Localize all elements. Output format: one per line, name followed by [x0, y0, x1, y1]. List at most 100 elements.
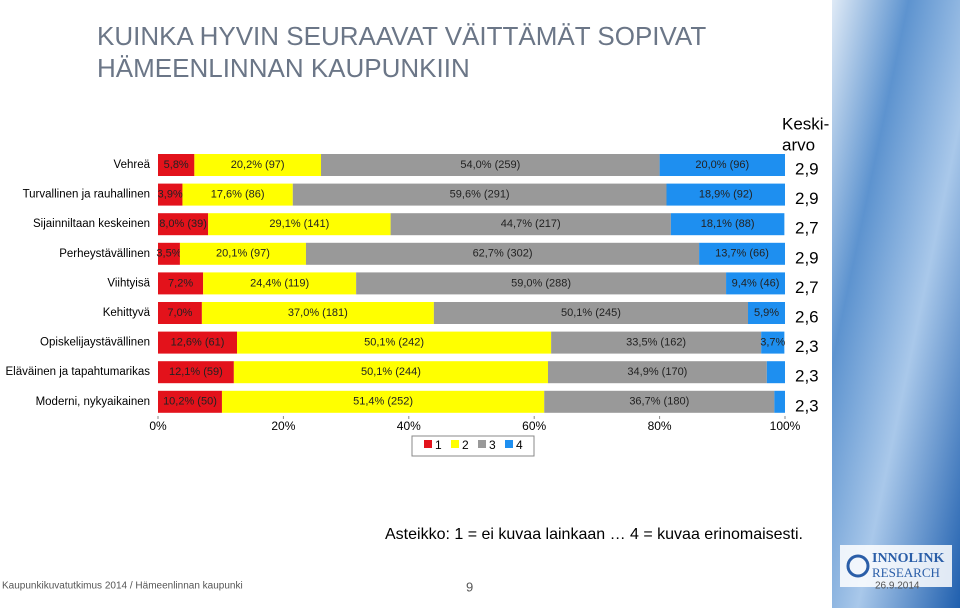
bar-segment [201, 302, 434, 324]
value-label: 5,8% [164, 159, 189, 171]
category-label: Perheystävällinen [59, 248, 150, 260]
value-label: 17,6% (86) [211, 189, 265, 201]
value-label: 8,0% (39) [159, 218, 207, 230]
x-tick-label: 60% [522, 419, 546, 433]
page-number: 9 [466, 579, 473, 594]
bar-segment [659, 154, 785, 176]
bar-segment [774, 390, 785, 413]
bar-segment [766, 361, 785, 384]
bar-segment [158, 272, 204, 295]
bar-segment [761, 331, 785, 354]
bar-segment [321, 154, 660, 176]
category-label: Turvallinen ja rauhallinen [23, 189, 150, 201]
value-label: 29,1% (141) [269, 218, 329, 230]
side-image [832, 0, 960, 608]
value-label: 20,0% (96) [695, 159, 749, 171]
value-label: 62,7% (302) [473, 248, 533, 260]
value-label: 18,9% (92) [699, 189, 753, 201]
bar-segment [203, 272, 357, 295]
category-label: Moderni, nykyaikainen [36, 396, 150, 408]
date: 26.9.2014 [875, 581, 920, 592]
value-label: 20,2% (97) [231, 159, 285, 171]
legend-swatch [451, 440, 459, 448]
bar-segment [666, 183, 785, 206]
bar-segment [158, 242, 180, 265]
value-label: 50,1% (245) [561, 307, 621, 319]
value-label: 44,7% (217) [501, 218, 561, 230]
value-label: 9,4% (46) [732, 277, 780, 289]
legend-label: 3 [489, 438, 496, 452]
bar-segment [158, 183, 183, 206]
category-label: Sijainniltaan keskeinen [33, 218, 150, 230]
title: KUINKA HYVIN SEURAAVAT VÄITTÄMÄT SOPIVAT [97, 21, 706, 51]
value-label: 50,1% (244) [361, 366, 421, 378]
x-tick-label: 100% [770, 419, 801, 433]
title: HÄMEENLINNAN KAUPUNKIIN [97, 53, 470, 83]
bar-segment [670, 213, 785, 236]
bar-segment [182, 183, 293, 206]
value-label: 59,6% (291) [450, 189, 510, 201]
value-label: 13,7% (66) [715, 248, 769, 260]
legend-swatch [478, 440, 486, 448]
category-label: Vehreä [114, 159, 151, 171]
average: 2,7 [795, 278, 819, 297]
value-label: 54,0% (259) [460, 159, 520, 171]
average: 2,9 [795, 159, 819, 178]
bar-segment [390, 213, 671, 236]
average-header: Keski- [782, 114, 829, 133]
bar-segment [221, 390, 545, 413]
bar-segment [179, 242, 306, 265]
average: 2,3 [795, 396, 819, 415]
bar-segment [158, 331, 238, 354]
average: 2,6 [795, 307, 819, 326]
bar-segment [292, 183, 667, 206]
value-label: 34,9% (170) [627, 366, 687, 378]
value-label: 50,1% (242) [364, 337, 424, 349]
bar-segment [699, 242, 785, 265]
bar-segment [158, 361, 234, 384]
legend-label: 4 [516, 438, 523, 452]
value-label: 3,7% [760, 337, 785, 349]
value-label: 3,9% [158, 189, 183, 201]
value-label: 20,1% (97) [216, 248, 270, 260]
scale-note: Asteikko: 1 = ei kuvaa lainkaan … 4 = ku… [385, 526, 803, 543]
average: 2,3 [795, 337, 819, 356]
logo-box [840, 545, 952, 587]
value-label: 12,6% (61) [171, 337, 225, 349]
logo-text: INNOLINK [872, 551, 944, 566]
value-label: 7,0% [167, 307, 192, 319]
legend-box [411, 435, 535, 457]
x-tick-label: 80% [648, 419, 672, 433]
value-label: 7,2% [168, 277, 193, 289]
bar-segment [158, 213, 209, 236]
value-label: 33,5% (162) [626, 337, 686, 349]
logo-icon [846, 554, 870, 578]
category-label: Eläväinen ja tapahtumarikas [6, 366, 151, 378]
value-label: 12,1% (59) [169, 366, 223, 378]
value-label: 37,0% (181) [288, 307, 348, 319]
bar-segment [194, 154, 322, 176]
category-label: Viihtyisä [107, 277, 150, 289]
bar-segment [356, 272, 727, 295]
value-label: 51,4% (252) [353, 396, 413, 408]
bar-segment [433, 302, 749, 324]
bar-segment [158, 390, 222, 413]
value-label: 5,9% [754, 307, 779, 319]
average: 2,9 [795, 189, 819, 208]
value-label: 24,4% (119) [250, 277, 309, 289]
logo-text: RESEARCH [872, 565, 940, 580]
value-label: 10,2% (50) [163, 396, 217, 408]
value-label: 18,1% (88) [701, 218, 755, 230]
bar-segment [158, 154, 195, 176]
value-label: 36,7% (180) [629, 396, 689, 408]
bar-segment [208, 213, 391, 236]
x-tick-label: 0% [149, 419, 167, 433]
legend-label: 2 [462, 438, 469, 452]
average: 2,7 [795, 219, 819, 238]
bar-segment [233, 361, 548, 384]
average-header: arvo [782, 135, 815, 154]
average: 2,3 [795, 367, 819, 386]
bar-segment [547, 361, 767, 384]
category-label: Kehittyvä [103, 307, 151, 319]
